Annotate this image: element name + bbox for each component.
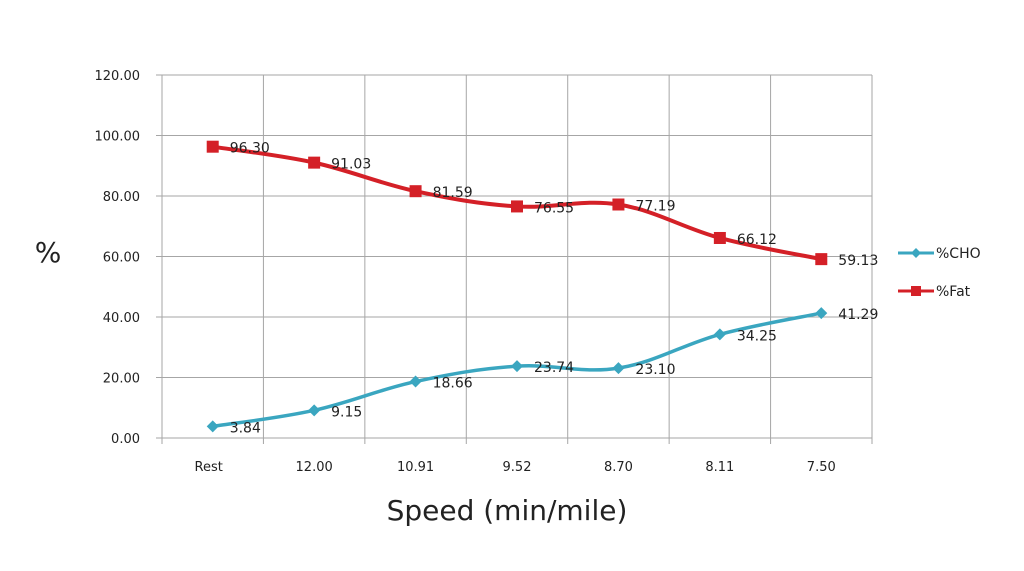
data-label-cho: 3.84 [230, 420, 261, 436]
data-label-fat: 91.03 [331, 157, 371, 173]
data-point-cho [206, 420, 219, 433]
series-lines [206, 140, 828, 433]
data-label-cho: 23.74 [534, 360, 574, 376]
y-tick-label: 120.00 [95, 69, 141, 84]
legend: %CHO %Fat [898, 246, 981, 300]
data-point-cho [308, 404, 321, 417]
x-axis-title: Speed (min/mile) [387, 494, 628, 527]
y-tick-label: 80.00 [103, 190, 140, 205]
data-point-cho [815, 307, 828, 320]
legend-label-fat: %Fat [936, 284, 971, 300]
y-tick-label: 0.00 [111, 432, 140, 447]
data-label-cho: 34.25 [737, 328, 777, 344]
legend-marker-fat [911, 286, 921, 296]
x-tick-label: 9.52 [503, 460, 532, 475]
data-label-cho: 18.66 [433, 376, 473, 392]
data-label-cho: 23.10 [635, 362, 675, 378]
x-tick-label: 12.00 [296, 460, 333, 475]
y-tick-label: 100.00 [95, 130, 141, 145]
x-tick-label: 8.11 [705, 460, 734, 475]
data-point-fat [612, 198, 625, 211]
x-tick-label: Rest [195, 460, 223, 475]
data-point-fat [815, 253, 828, 266]
data-point-fat [511, 200, 523, 213]
data-labels: 3.84 9.15 18.66 23.74 23.10 34.25 41.29 96.30 91… [230, 141, 879, 437]
data-label-fat: 59.13 [838, 253, 878, 269]
y-tick-label: 60.00 [103, 251, 140, 266]
data-point-cho [511, 360, 523, 373]
y-tick-label: 40.00 [103, 311, 140, 326]
data-label-fat: 81.59 [433, 185, 473, 201]
gridlines [156, 74, 873, 444]
y-axis-ticks: 0.00 20.00 40.00 60.00 80.00 100.00 120.00 [95, 69, 141, 447]
data-point-cho [612, 362, 625, 375]
data-label-cho: 41.29 [838, 307, 878, 323]
x-tick-label: 10.91 [397, 460, 434, 475]
data-point-fat [308, 156, 321, 169]
y-tick-label: 20.00 [103, 372, 140, 387]
data-point-fat [713, 231, 726, 244]
data-label-fat: 96.30 [230, 141, 270, 157]
legend-marker-cho [911, 248, 921, 258]
data-point-cho [713, 328, 726, 341]
x-tick-label: 7.50 [807, 460, 836, 475]
x-tick-label: 8.70 [604, 460, 633, 475]
data-point-fat [206, 140, 219, 153]
legend-label-cho: %CHO [936, 246, 981, 262]
data-point-cho [409, 375, 422, 388]
data-label-fat: 76.55 [534, 200, 574, 216]
data-point-fat [409, 185, 422, 198]
data-label-cho: 9.15 [331, 404, 362, 420]
y-axis-title: % [35, 236, 62, 269]
data-label-fat: 66.12 [737, 232, 777, 248]
data-label-fat: 77.19 [635, 199, 675, 215]
x-axis-ticks: Rest 12.00 10.91 9.52 8.70 8.11 7.50 [195, 460, 836, 475]
